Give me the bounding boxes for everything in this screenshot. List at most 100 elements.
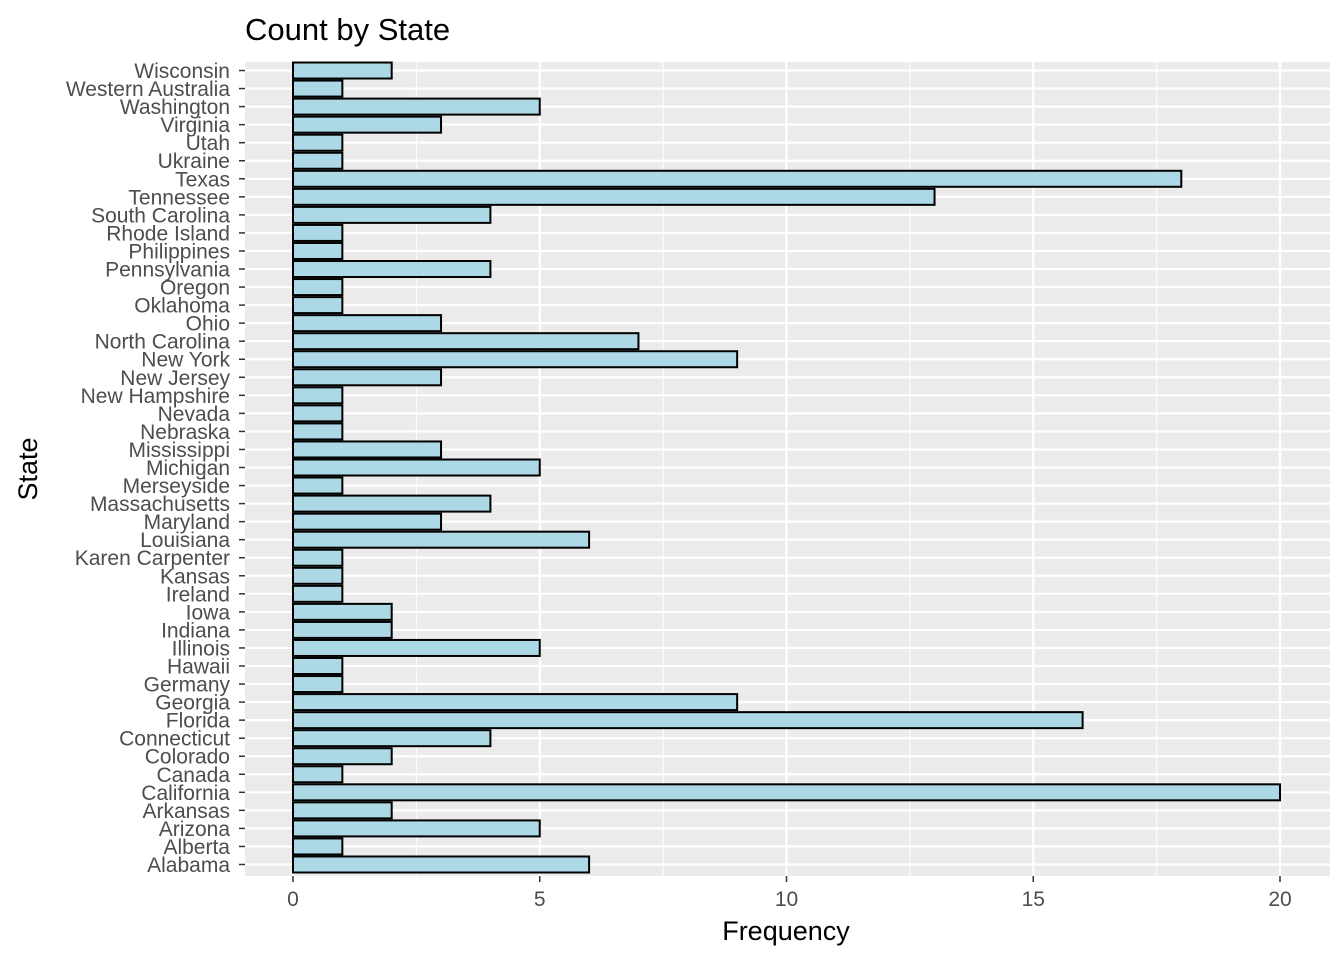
y-tick-label: Rhode Island (106, 222, 230, 245)
bar (292, 602, 393, 621)
bar (292, 187, 936, 206)
bar (292, 205, 492, 224)
x-axis-ticks: 0 5 10 15 20 (287, 876, 1292, 911)
y-tick-label: Western Australia (66, 78, 231, 101)
y-tick-label: Merseyside (123, 475, 230, 498)
bar (292, 819, 541, 838)
y-tick-label: Oklahoma (134, 295, 230, 318)
bar (292, 620, 393, 639)
bar (292, 747, 393, 766)
y-tick-label: Kansas (160, 565, 230, 588)
bar (292, 79, 344, 98)
bar (292, 223, 344, 242)
y-tick-label: Louisiana (140, 529, 230, 552)
bar (292, 548, 344, 567)
bar (292, 404, 344, 423)
x-tick-label: 10 (775, 888, 798, 911)
bar (292, 61, 393, 80)
bars (292, 61, 1281, 874)
bar (292, 422, 344, 441)
y-tick-label: Florida (166, 710, 231, 733)
y-tick-label: Colorado (145, 746, 230, 769)
bar (292, 512, 443, 531)
bar (292, 97, 541, 116)
bar (292, 440, 443, 459)
bar (292, 855, 591, 874)
bar (292, 657, 344, 676)
x-tick-label: 5 (534, 888, 546, 911)
y-tick-label: New Jersey (120, 367, 230, 390)
y-tick-label: New Hampshire (81, 385, 230, 408)
chart-title: Count by State (245, 12, 450, 47)
y-tick-label: Arkansas (142, 800, 230, 823)
bar (292, 386, 344, 405)
y-tick-label: Nevada (158, 403, 231, 426)
y-tick-label: Virginia (160, 114, 230, 137)
y-tick-label: Connecticut (119, 728, 230, 751)
bar (292, 296, 344, 315)
bar (292, 783, 1281, 802)
y-tick-label: California (141, 782, 230, 805)
y-tick-label: Alberta (163, 836, 230, 859)
bar (292, 151, 344, 170)
y-tick-label: Ohio (186, 313, 230, 336)
y-tick-label: Indiana (161, 619, 230, 642)
y-tick-label: Massachusetts (90, 493, 230, 516)
bar (292, 566, 344, 585)
bar (292, 368, 443, 387)
x-tick-label: 0 (287, 888, 299, 911)
y-tick-label: Michigan (146, 457, 230, 480)
bar (292, 278, 344, 297)
y-tick-label: Canada (156, 764, 230, 787)
bar (292, 314, 443, 333)
bar (292, 494, 492, 513)
y-tick-label: Mississippi (128, 439, 230, 462)
bar (292, 837, 344, 856)
bar (292, 260, 492, 279)
y-tick-label: Texas (175, 168, 230, 191)
y-tick-label: Pennsylvania (105, 259, 230, 282)
y-tick-label: New York (141, 349, 230, 372)
y-tick-label: Ukraine (158, 150, 230, 173)
y-tick-label: Washington (120, 96, 230, 119)
bar (292, 169, 1183, 188)
y-tick-label: Oregon (160, 277, 230, 300)
bar (292, 693, 739, 712)
bar (292, 332, 640, 351)
y-tick-label: Karen Carpenter (75, 547, 230, 570)
y-tick-label: North Carolina (95, 331, 231, 354)
bar (292, 115, 443, 134)
y-tick-label: Ireland (166, 583, 230, 606)
bar (292, 801, 393, 820)
y-tick-label: South Carolina (91, 204, 230, 227)
y-tick-label: Germany (144, 674, 231, 697)
y-tick-label: Arizona (159, 818, 231, 841)
bar (292, 133, 344, 152)
y-tick-label: Nebraska (140, 421, 230, 444)
bar (292, 476, 344, 495)
y-axis-title: State (13, 437, 43, 500)
y-tick-label: Illinois (172, 637, 230, 660)
y-tick-label: Wisconsin (134, 60, 230, 83)
bar (292, 638, 541, 657)
x-tick-label: 20 (1268, 888, 1291, 911)
bar (292, 729, 492, 748)
x-axis-title: Frequency (722, 916, 850, 946)
y-tick-label: Alabama (147, 854, 230, 877)
y-tick-label: Philippines (128, 240, 230, 263)
y-tick-label: Iowa (186, 601, 231, 624)
bar (292, 675, 344, 694)
bar (292, 458, 541, 477)
y-tick-label: Maryland (144, 511, 230, 534)
y-tick-label: Hawaii (167, 656, 230, 679)
x-tick-label: 15 (1022, 888, 1045, 911)
bar (292, 350, 739, 369)
bar (292, 241, 344, 260)
y-tick-label: Tennessee (128, 186, 230, 209)
bar (292, 530, 591, 549)
bar (292, 584, 344, 603)
y-tick-label: Utah (186, 132, 230, 155)
y-tick-label: Georgia (155, 692, 230, 715)
